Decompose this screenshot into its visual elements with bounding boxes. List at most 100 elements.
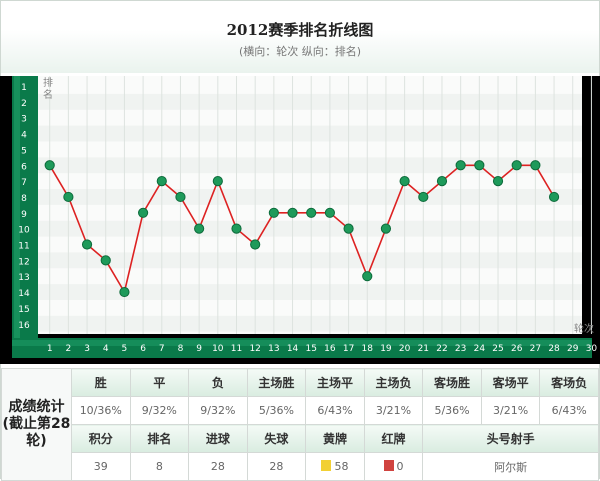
y-tick-label: 16 — [18, 321, 30, 331]
x-tick-label: 30 — [586, 344, 598, 354]
data-point — [324, 207, 335, 218]
stat-header-wins: 胜 — [71, 368, 131, 397]
grid-band — [38, 252, 582, 269]
stat-header-yellow-cards: 黄牌 — [305, 424, 365, 453]
data-point — [44, 160, 55, 171]
data-point — [212, 176, 223, 187]
data-point — [175, 191, 186, 203]
data-point — [343, 223, 354, 234]
data-point — [418, 191, 429, 203]
stat-header-goals-for: 进球 — [188, 424, 248, 453]
stat-header-home-wins: 主场胜 — [246, 368, 307, 397]
x-tick-label: 13 — [268, 344, 279, 354]
stat-header-home-draws: 主场平 — [305, 368, 365, 397]
x-tick-label: 18 — [362, 344, 374, 354]
stat-value-goals-for: 28 — [188, 452, 248, 481]
grid-band — [38, 157, 582, 174]
x-tick-label: 4 — [103, 344, 109, 354]
x-tick-label: 25 — [492, 344, 503, 354]
data-point — [119, 286, 130, 298]
y-tick-label: 2 — [21, 99, 27, 109]
stat-value-home-losses: 3/21% — [363, 396, 424, 425]
y-tick-label: 10 — [18, 226, 30, 236]
y-tick-label: 8 — [21, 194, 27, 204]
x-tick-label: 16 — [324, 344, 336, 354]
data-point — [530, 160, 541, 171]
data-point — [362, 271, 373, 282]
stat-header-top-scorer: 头号射手 — [422, 424, 599, 453]
stat-value-points: 39 — [71, 452, 131, 481]
y-tick-label: 11 — [18, 242, 29, 252]
stat-value-losses: 9/32% — [188, 396, 248, 425]
stat-value-red-cards: 0 — [363, 452, 424, 481]
x-axis-label: 轮次 — [574, 322, 594, 335]
y-tick-label: 1 — [21, 83, 27, 93]
series-line — [49, 164, 555, 295]
red-card-count: 0 — [396, 460, 404, 473]
x-tick-label: 9 — [196, 344, 202, 354]
x-tick-label: 21 — [418, 344, 429, 354]
chart-title: 2012赛季排名折线图 — [226, 21, 374, 39]
y-tick-label: 14 — [18, 289, 30, 299]
y-tick-label: 13 — [18, 273, 29, 283]
stat-header-away-draws: 客场平 — [480, 368, 541, 397]
x-tick-label: 19 — [380, 344, 392, 354]
y-axis-sheen — [14, 76, 20, 338]
x-tick-label: 11 — [231, 344, 242, 354]
stat-header-home-losses: 主场负 — [363, 368, 424, 397]
stat-header-away-wins: 客场胜 — [422, 368, 482, 397]
grid-band — [38, 189, 582, 205]
x-tick-label: 6 — [140, 344, 146, 354]
y-tick-label: 15 — [18, 305, 29, 315]
stat-header-rank: 排名 — [129, 424, 190, 453]
stat-value-away-wins: 5/36% — [422, 396, 482, 425]
stats-table: 成绩统计(截止第28轮) 胜 平 负 主场胜 主场平 主场负 客场胜 客场平 客… — [1, 368, 599, 481]
x-tick-label: 27 — [530, 344, 541, 354]
grid-band — [38, 93, 582, 110]
stat-value-top-scorer: 阿尔斯 — [422, 452, 599, 481]
y-tick-label: 6 — [21, 162, 27, 172]
stat-value-wins: 10/36% — [71, 396, 131, 425]
data-point — [81, 239, 93, 250]
data-point — [231, 223, 242, 234]
stat-value-away-losses: 6/43% — [539, 396, 599, 425]
red-card-icon — [383, 460, 394, 471]
x-tick-label: 26 — [511, 344, 523, 354]
x-tick-label: 23 — [455, 344, 466, 354]
x-tick-label: 5 — [122, 344, 128, 354]
yellow-card-icon — [321, 460, 332, 471]
grid-band — [38, 284, 582, 300]
stat-header-goals-against: 失球 — [246, 424, 307, 453]
data-point — [156, 176, 167, 187]
x-tick-label: 1 — [47, 344, 53, 354]
data-point — [287, 207, 298, 218]
x-tick-label: 12 — [249, 344, 260, 354]
y-tick-label: 9 — [21, 210, 27, 220]
x-tick-label: 20 — [399, 344, 411, 354]
x-tick-label: 22 — [436, 344, 447, 354]
data-point — [492, 176, 504, 187]
data-point — [511, 160, 522, 171]
stats-section-label: 成绩统计(截止第28轮) — [1, 368, 72, 481]
stat-value-home-draws: 6/43% — [305, 396, 365, 425]
x-tick-label: 7 — [159, 344, 165, 354]
stat-header-away-losses: 客场负 — [539, 368, 599, 397]
data-point — [436, 176, 448, 187]
data-point — [63, 191, 74, 203]
grid-band — [38, 220, 582, 237]
stat-value-goals-against: 28 — [246, 452, 307, 481]
stat-value-yellow-cards: 58 — [305, 452, 365, 481]
x-tick-label: 15 — [305, 344, 316, 354]
x-tick-label: 10 — [212, 344, 224, 354]
y-axis-label: 排 — [43, 76, 53, 89]
stat-header-losses: 负 — [188, 368, 248, 397]
stat-value-rank: 8 — [129, 452, 190, 481]
stat-header-points: 积分 — [71, 424, 131, 453]
x-tick-label: 28 — [548, 344, 560, 354]
x-tick-label: 14 — [287, 344, 299, 354]
chart-header: 2012赛季排名折线图 (横向：轮次 纵向：排名) — [1, 1, 599, 73]
data-point — [399, 176, 410, 187]
stat-value-home-wins: 5/36% — [246, 396, 307, 425]
y-tick-label: 3 — [21, 115, 27, 125]
